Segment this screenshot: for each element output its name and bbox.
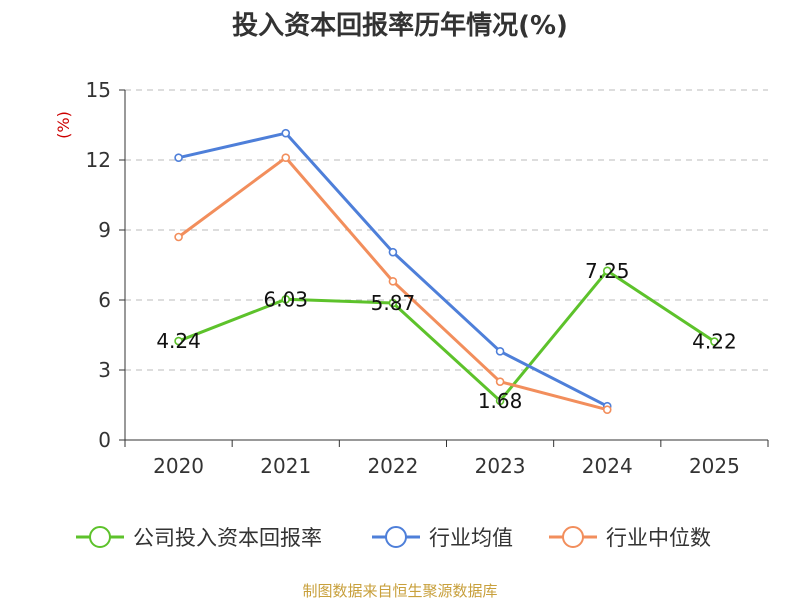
data-label-2021: 6.03 (263, 287, 308, 311)
x-tick-label-2020: 2020 (153, 454, 204, 478)
axes: 0 3 6 9 12 15 2020 2021 2022 2023 2024 2025 (86, 78, 769, 478)
data-point-1 (388, 247, 398, 257)
x-tick-label-2023: 2023 (475, 454, 526, 478)
data-label-2024: 7.25 (585, 259, 630, 283)
series-line-0 (178, 269, 716, 403)
legend-item-2[interactable]: 行业中位数 (549, 526, 711, 550)
data-point-2 (602, 405, 612, 414)
data-point-0 (710, 337, 719, 346)
legend-marker (562, 526, 584, 548)
legend-marker (89, 526, 111, 548)
data-point-0 (281, 294, 291, 304)
data-point-2 (281, 153, 291, 162)
series-line-1 (178, 131, 608, 408)
data-point-1 (281, 128, 291, 138)
data-label-2023: 1.68 (478, 389, 523, 413)
grid-lines (125, 89, 768, 371)
x-tick-label-2021: 2021 (260, 454, 311, 478)
y-tick-label: 0 (98, 428, 111, 452)
y-axis-label: (%) (54, 111, 73, 139)
data-point-2 (495, 377, 505, 386)
data-point-1 (174, 153, 183, 162)
y-tick-label: 6 (98, 288, 111, 312)
y-tick-label: 9 (98, 218, 111, 242)
legend-label: 行业均值 (429, 526, 513, 550)
data-point-0 (495, 396, 505, 406)
data-label-2020: 4.24 (156, 329, 201, 353)
data-point-2 (174, 232, 183, 242)
data-label-2022: 5.87 (371, 291, 416, 315)
y-tick-label: 3 (98, 358, 111, 382)
y-tick-label: 15 (86, 78, 111, 102)
legend-item-0[interactable]: 公司投入资本回报率 (76, 526, 322, 550)
legend-label: 行业中位数 (606, 526, 711, 550)
legend-item-1[interactable]: 行业均值 (372, 526, 513, 550)
data-point-0 (174, 336, 183, 346)
series-group (174, 128, 719, 414)
x-tick-label-2022: 2022 (367, 454, 418, 478)
source-note: 制图数据来自恒生聚源数据库 (302, 582, 497, 600)
data-point-0 (388, 298, 398, 308)
y-tick-label: 12 (86, 148, 111, 172)
x-tick-label-2024: 2024 (582, 454, 633, 478)
data-label-2025: 4.22 (692, 330, 737, 354)
x-tick-label-2025: 2025 (689, 454, 740, 478)
data-point-2 (388, 277, 398, 286)
chart-title: 投入资本回报率历年情况(%) (232, 10, 568, 41)
legend: 公司投入资本回报率 行业均值 行业中位数 (76, 526, 711, 550)
data-labels: 4.24 6.03 5.87 1.68 7.25 4.22 (156, 259, 736, 413)
legend-marker (385, 526, 407, 548)
data-point-0 (602, 266, 612, 276)
data-point-1 (495, 347, 505, 356)
legend-label: 公司投入资本回报率 (133, 526, 322, 550)
